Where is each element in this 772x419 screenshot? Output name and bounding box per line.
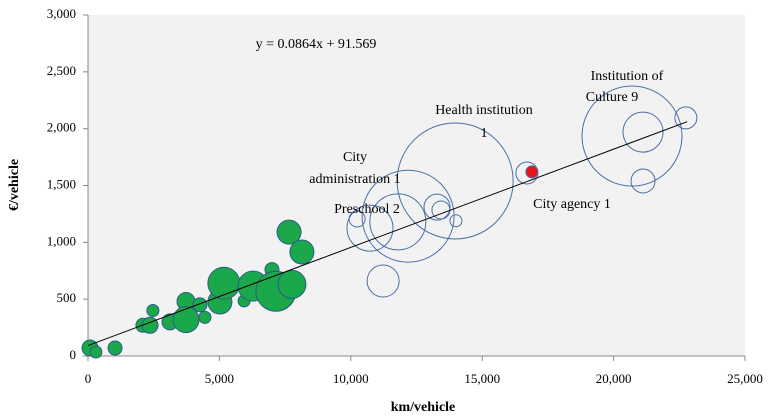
bubble	[674, 106, 698, 130]
y-tick-label: 2,500	[47, 63, 76, 78]
y-tick-label: 0	[70, 347, 77, 362]
bubble	[369, 193, 427, 251]
annotation: administration 1	[309, 172, 400, 187]
annotation: City	[343, 150, 367, 165]
bubble	[396, 122, 514, 240]
bubble	[141, 316, 159, 334]
bubble	[361, 169, 455, 263]
x-tick-label: 10,000	[333, 371, 369, 386]
bubble	[146, 304, 160, 318]
x-tick-label: 20,000	[596, 371, 632, 386]
annotation: Health institution	[435, 103, 533, 118]
x-axis-title: km/vehicle	[391, 400, 456, 415]
bubble	[449, 214, 463, 228]
bubble	[192, 297, 208, 313]
x-tick-label: 5,000	[205, 371, 234, 386]
y-axis-title: €/vehicle	[7, 159, 22, 211]
bubble	[525, 165, 539, 179]
annotation: Institution of	[591, 69, 664, 84]
y-tick-label: 500	[57, 290, 77, 305]
bubble	[276, 219, 302, 245]
bubble	[107, 340, 123, 356]
trendline	[87, 121, 688, 347]
x-tick-label: 0	[85, 371, 92, 386]
annotation: 1	[481, 126, 488, 141]
y-tick-label: 2,000	[47, 120, 76, 135]
bubble	[198, 310, 212, 324]
annotation: City agency 1	[533, 197, 611, 212]
bubble	[289, 239, 315, 265]
bubble	[581, 85, 683, 187]
bubble	[622, 111, 664, 153]
annotation: y = 0.0864x + 91.569	[256, 37, 377, 52]
y-tick-label: 1,500	[47, 176, 76, 191]
y-tick-label: 1,000	[47, 233, 76, 248]
y-tick-label: 3,000	[47, 6, 76, 21]
bubble	[89, 345, 103, 359]
x-tick-label: 25,000	[727, 371, 763, 386]
x-tick-label: 15,000	[464, 371, 500, 386]
bubble	[366, 264, 400, 298]
annotation: Culture 9	[586, 90, 639, 105]
bubble	[277, 269, 307, 299]
annotation: Preschool 2	[334, 202, 400, 217]
bubble	[346, 204, 394, 252]
